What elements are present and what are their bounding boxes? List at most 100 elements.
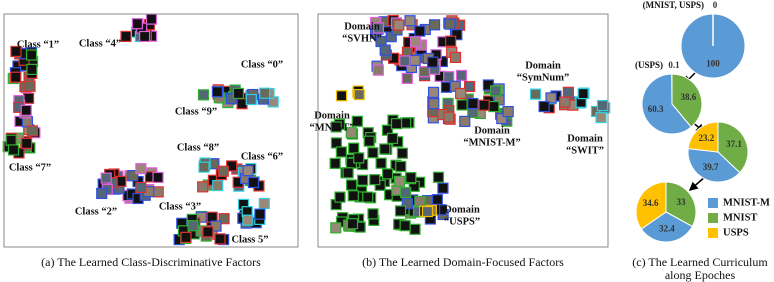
thumbnail <box>451 29 463 41</box>
thumbnail <box>401 197 414 210</box>
cluster-label: Class “8” <box>177 142 219 153</box>
thumbnail <box>455 69 468 82</box>
thumbnail <box>139 30 151 43</box>
thumbnail <box>210 220 222 232</box>
pie-value-label: 23.2 <box>699 133 715 143</box>
thumbnail <box>381 168 394 180</box>
thumbnail <box>217 165 229 177</box>
panel-c-caption: along Epoches <box>665 268 736 282</box>
thumbnail <box>577 88 589 100</box>
thumbnail <box>502 105 514 118</box>
thumbnail <box>386 132 399 144</box>
domain-label: “SWIT” <box>566 145 604 156</box>
thumbnail <box>375 157 387 169</box>
legend-swatch <box>708 213 718 223</box>
thumbnail <box>482 79 495 91</box>
thumbnail <box>467 97 479 110</box>
pie-slice <box>640 211 693 243</box>
panel-b-frame <box>317 13 609 248</box>
thumbnail <box>212 179 224 192</box>
thumbnail <box>135 181 147 194</box>
thumbnail <box>232 87 245 100</box>
pie-value-label: 60.3 <box>648 104 664 114</box>
thumbnail <box>363 135 375 147</box>
thumbnail <box>559 96 571 108</box>
thumbnail <box>456 99 468 111</box>
thumbnail <box>357 174 369 186</box>
cluster-label: Class “0” <box>241 59 283 70</box>
thumbnail <box>379 143 391 155</box>
thumbnail <box>330 121 342 133</box>
thumbnail <box>414 25 426 37</box>
thumbnail <box>431 194 443 206</box>
thumbnail <box>24 80 36 92</box>
domain-label: Domain <box>474 125 510 136</box>
thumbnail <box>362 191 374 203</box>
thumbnail <box>367 208 379 220</box>
thumbnail <box>242 165 254 177</box>
thumbnail <box>259 87 271 99</box>
thumbnail <box>400 117 412 129</box>
thumbnail <box>254 208 266 220</box>
thumbnail <box>7 144 20 156</box>
legend-label: MNIST <box>723 212 757 223</box>
thumbnail <box>329 157 341 170</box>
thumbnail <box>432 171 445 183</box>
thumbnail <box>443 71 455 83</box>
thumbnail <box>353 88 365 101</box>
panel-c-caption: (c) The Learned Curriculum <box>632 255 768 269</box>
thumbnail <box>409 223 421 235</box>
thumbnail <box>562 86 574 98</box>
thumbnail <box>463 80 476 93</box>
domain-label: Domain <box>525 60 561 71</box>
thumbnail <box>152 186 164 198</box>
pie-slice <box>717 121 749 174</box>
thumbnail <box>5 134 17 146</box>
cluster-label: Class “1” <box>17 39 59 50</box>
thumbnail <box>545 92 557 104</box>
thumbnail <box>459 115 471 127</box>
domain-label: Domain <box>344 21 380 32</box>
pie-annotation: (MNIST, USPS) <box>643 0 704 10</box>
thumbnail <box>197 181 209 193</box>
thumbnail <box>20 137 33 149</box>
domain-label: “MNIST-M” <box>463 137 520 148</box>
thumbnail <box>428 19 441 31</box>
thumbnail <box>529 88 542 100</box>
thumbnail <box>345 127 357 139</box>
thumbnail <box>427 56 439 68</box>
thumbnail <box>198 161 210 173</box>
thumbnail <box>488 100 500 113</box>
thumbnail <box>152 171 164 184</box>
panel-b-caption: (b) The Learned Domain-Focused Factors <box>362 255 564 269</box>
thumbnail <box>427 86 440 98</box>
legend-swatch <box>708 228 718 238</box>
thumbnail <box>202 226 214 238</box>
cluster-label: Class “3” <box>159 201 201 212</box>
pie-value-label: 33 <box>676 197 686 207</box>
thumbnail <box>247 176 260 189</box>
thumbnail <box>390 118 403 130</box>
thumbnail <box>444 18 456 30</box>
thumbnail <box>245 93 257 106</box>
thumbnail <box>393 175 406 187</box>
thumbnail <box>399 55 411 67</box>
thumbnail <box>478 99 490 111</box>
cluster-label: Class 5” <box>231 234 268 245</box>
thumbnail <box>351 115 363 127</box>
thumbnail <box>445 35 457 47</box>
thumbnail <box>369 174 381 186</box>
thumbnail <box>455 87 467 100</box>
thumbnail <box>367 147 379 159</box>
thumbnail <box>393 19 405 31</box>
thumbnail <box>335 90 348 102</box>
cluster-label: Class “4” <box>79 38 121 49</box>
thumbnail <box>26 63 38 75</box>
thumbnail <box>127 170 139 182</box>
pie-slice <box>671 73 703 128</box>
thumbnail <box>399 220 411 232</box>
cluster-label: Class “6” <box>241 151 283 162</box>
pie-slice <box>641 73 692 135</box>
thumbnail <box>135 163 147 175</box>
pie-annotation: (USPS) <box>635 60 663 70</box>
